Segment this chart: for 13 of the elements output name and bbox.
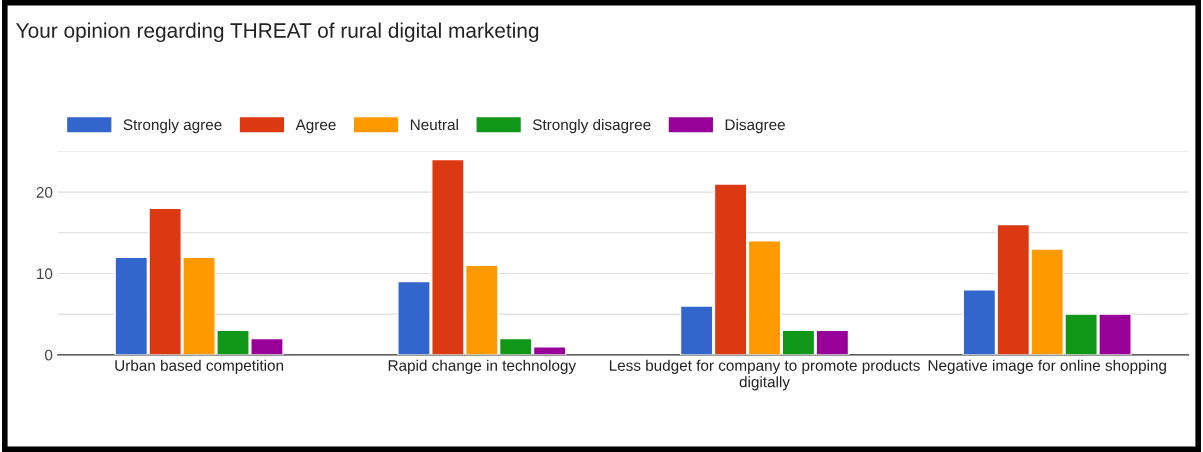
y-tick-label: 0 [44, 349, 53, 361]
legend-label: Strongly agree [123, 118, 222, 134]
x-tick-label: Negative image for online shopping [928, 359, 1166, 374]
legend-label: Neutral [410, 118, 458, 131]
y-tick-label: 10 [37, 268, 53, 280]
chart-title: Your opinion regarding THREAT of rural digital marketing [16, 22, 539, 43]
legend-label: Agree [295, 119, 336, 134]
x-tick-label: Urban based competition [115, 359, 284, 374]
y-tick-label: 20 [36, 186, 53, 198]
legend-label: Strongly disagree [532, 118, 651, 134]
x-tick-label: Less budget for company to promote products digitally [609, 359, 920, 391]
legend-label: Disagree [725, 118, 785, 134]
x-tick-label: Rapid change in technology [388, 359, 577, 374]
